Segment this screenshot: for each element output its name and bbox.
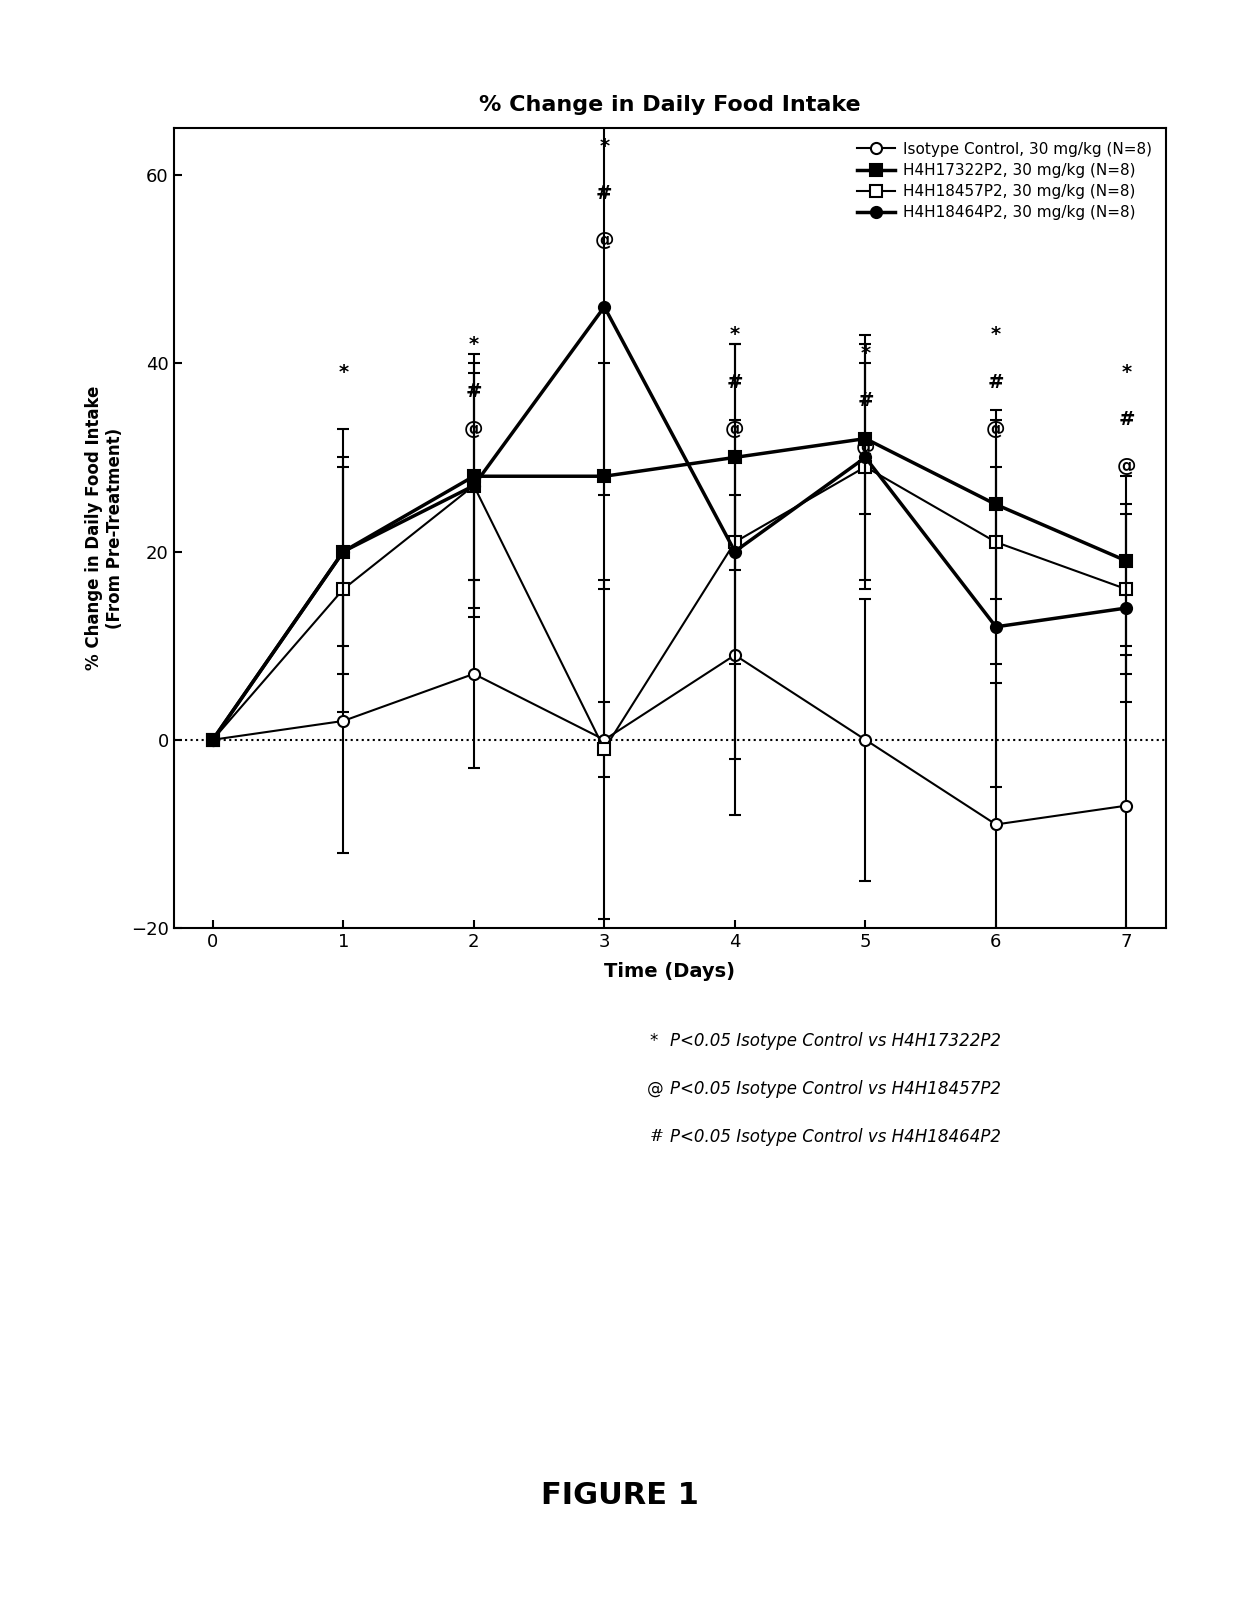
Legend: Isotype Control, 30 mg/kg (N=8), H4H17322P2, 30 mg/kg (N=8), H4H18457P2, 30 mg/k: Isotype Control, 30 mg/kg (N=8), H4H1732… bbox=[851, 136, 1158, 226]
X-axis label: Time (Days): Time (Days) bbox=[604, 962, 735, 981]
Text: *: * bbox=[339, 363, 348, 382]
Y-axis label: % Change in Daily Food Intake
(From Pre-Treatment): % Change in Daily Food Intake (From Pre-… bbox=[86, 386, 124, 670]
Title: % Change in Daily Food Intake: % Change in Daily Food Intake bbox=[479, 96, 861, 115]
Text: FIGURE 1: FIGURE 1 bbox=[541, 1482, 699, 1510]
Text: P<0.05 Isotype Control vs H4H17322P2: P<0.05 Isotype Control vs H4H17322P2 bbox=[670, 1032, 1001, 1050]
Text: #: # bbox=[465, 382, 482, 402]
Text: #: # bbox=[727, 373, 743, 392]
Text: @: @ bbox=[595, 232, 614, 250]
Text: @: @ bbox=[647, 1080, 663, 1098]
Text: P<0.05 Isotype Control vs H4H18457P2: P<0.05 Isotype Control vs H4H18457P2 bbox=[670, 1080, 1001, 1098]
Text: @: @ bbox=[856, 438, 875, 458]
Text: #: # bbox=[857, 392, 874, 410]
Text: @: @ bbox=[1117, 458, 1136, 477]
Text: *: * bbox=[599, 138, 609, 157]
Text: #: # bbox=[596, 184, 613, 203]
Text: *: * bbox=[1121, 363, 1132, 382]
Text: #: # bbox=[988, 373, 1004, 392]
Text: *: * bbox=[650, 1032, 663, 1050]
Text: *: * bbox=[469, 334, 479, 354]
Text: @: @ bbox=[986, 419, 1006, 438]
Text: @: @ bbox=[725, 419, 744, 438]
Text: *: * bbox=[730, 325, 740, 344]
Text: #: # bbox=[650, 1128, 663, 1146]
Text: *: * bbox=[861, 344, 870, 363]
Text: P<0.05 Isotype Control vs H4H18464P2: P<0.05 Isotype Control vs H4H18464P2 bbox=[670, 1128, 1001, 1146]
Text: *: * bbox=[991, 325, 1001, 344]
Text: #: # bbox=[1118, 410, 1135, 429]
Text: @: @ bbox=[464, 419, 484, 438]
